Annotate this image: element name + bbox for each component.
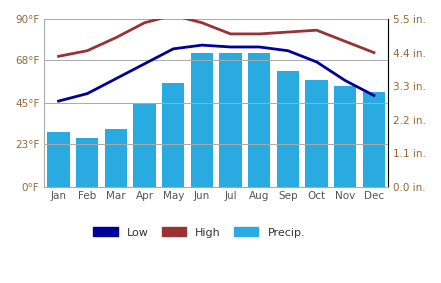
Bar <box>191 53 213 187</box>
Bar <box>220 53 242 187</box>
Bar <box>277 71 299 187</box>
Bar <box>248 53 270 187</box>
Bar <box>133 104 156 187</box>
Bar <box>76 138 98 187</box>
Bar <box>162 83 184 187</box>
Bar <box>334 86 356 187</box>
Bar <box>105 129 127 187</box>
Bar <box>47 132 70 187</box>
Bar <box>306 80 328 187</box>
Legend: Low, High, Precip.: Low, High, Precip. <box>89 223 310 242</box>
Bar <box>363 92 385 187</box>
